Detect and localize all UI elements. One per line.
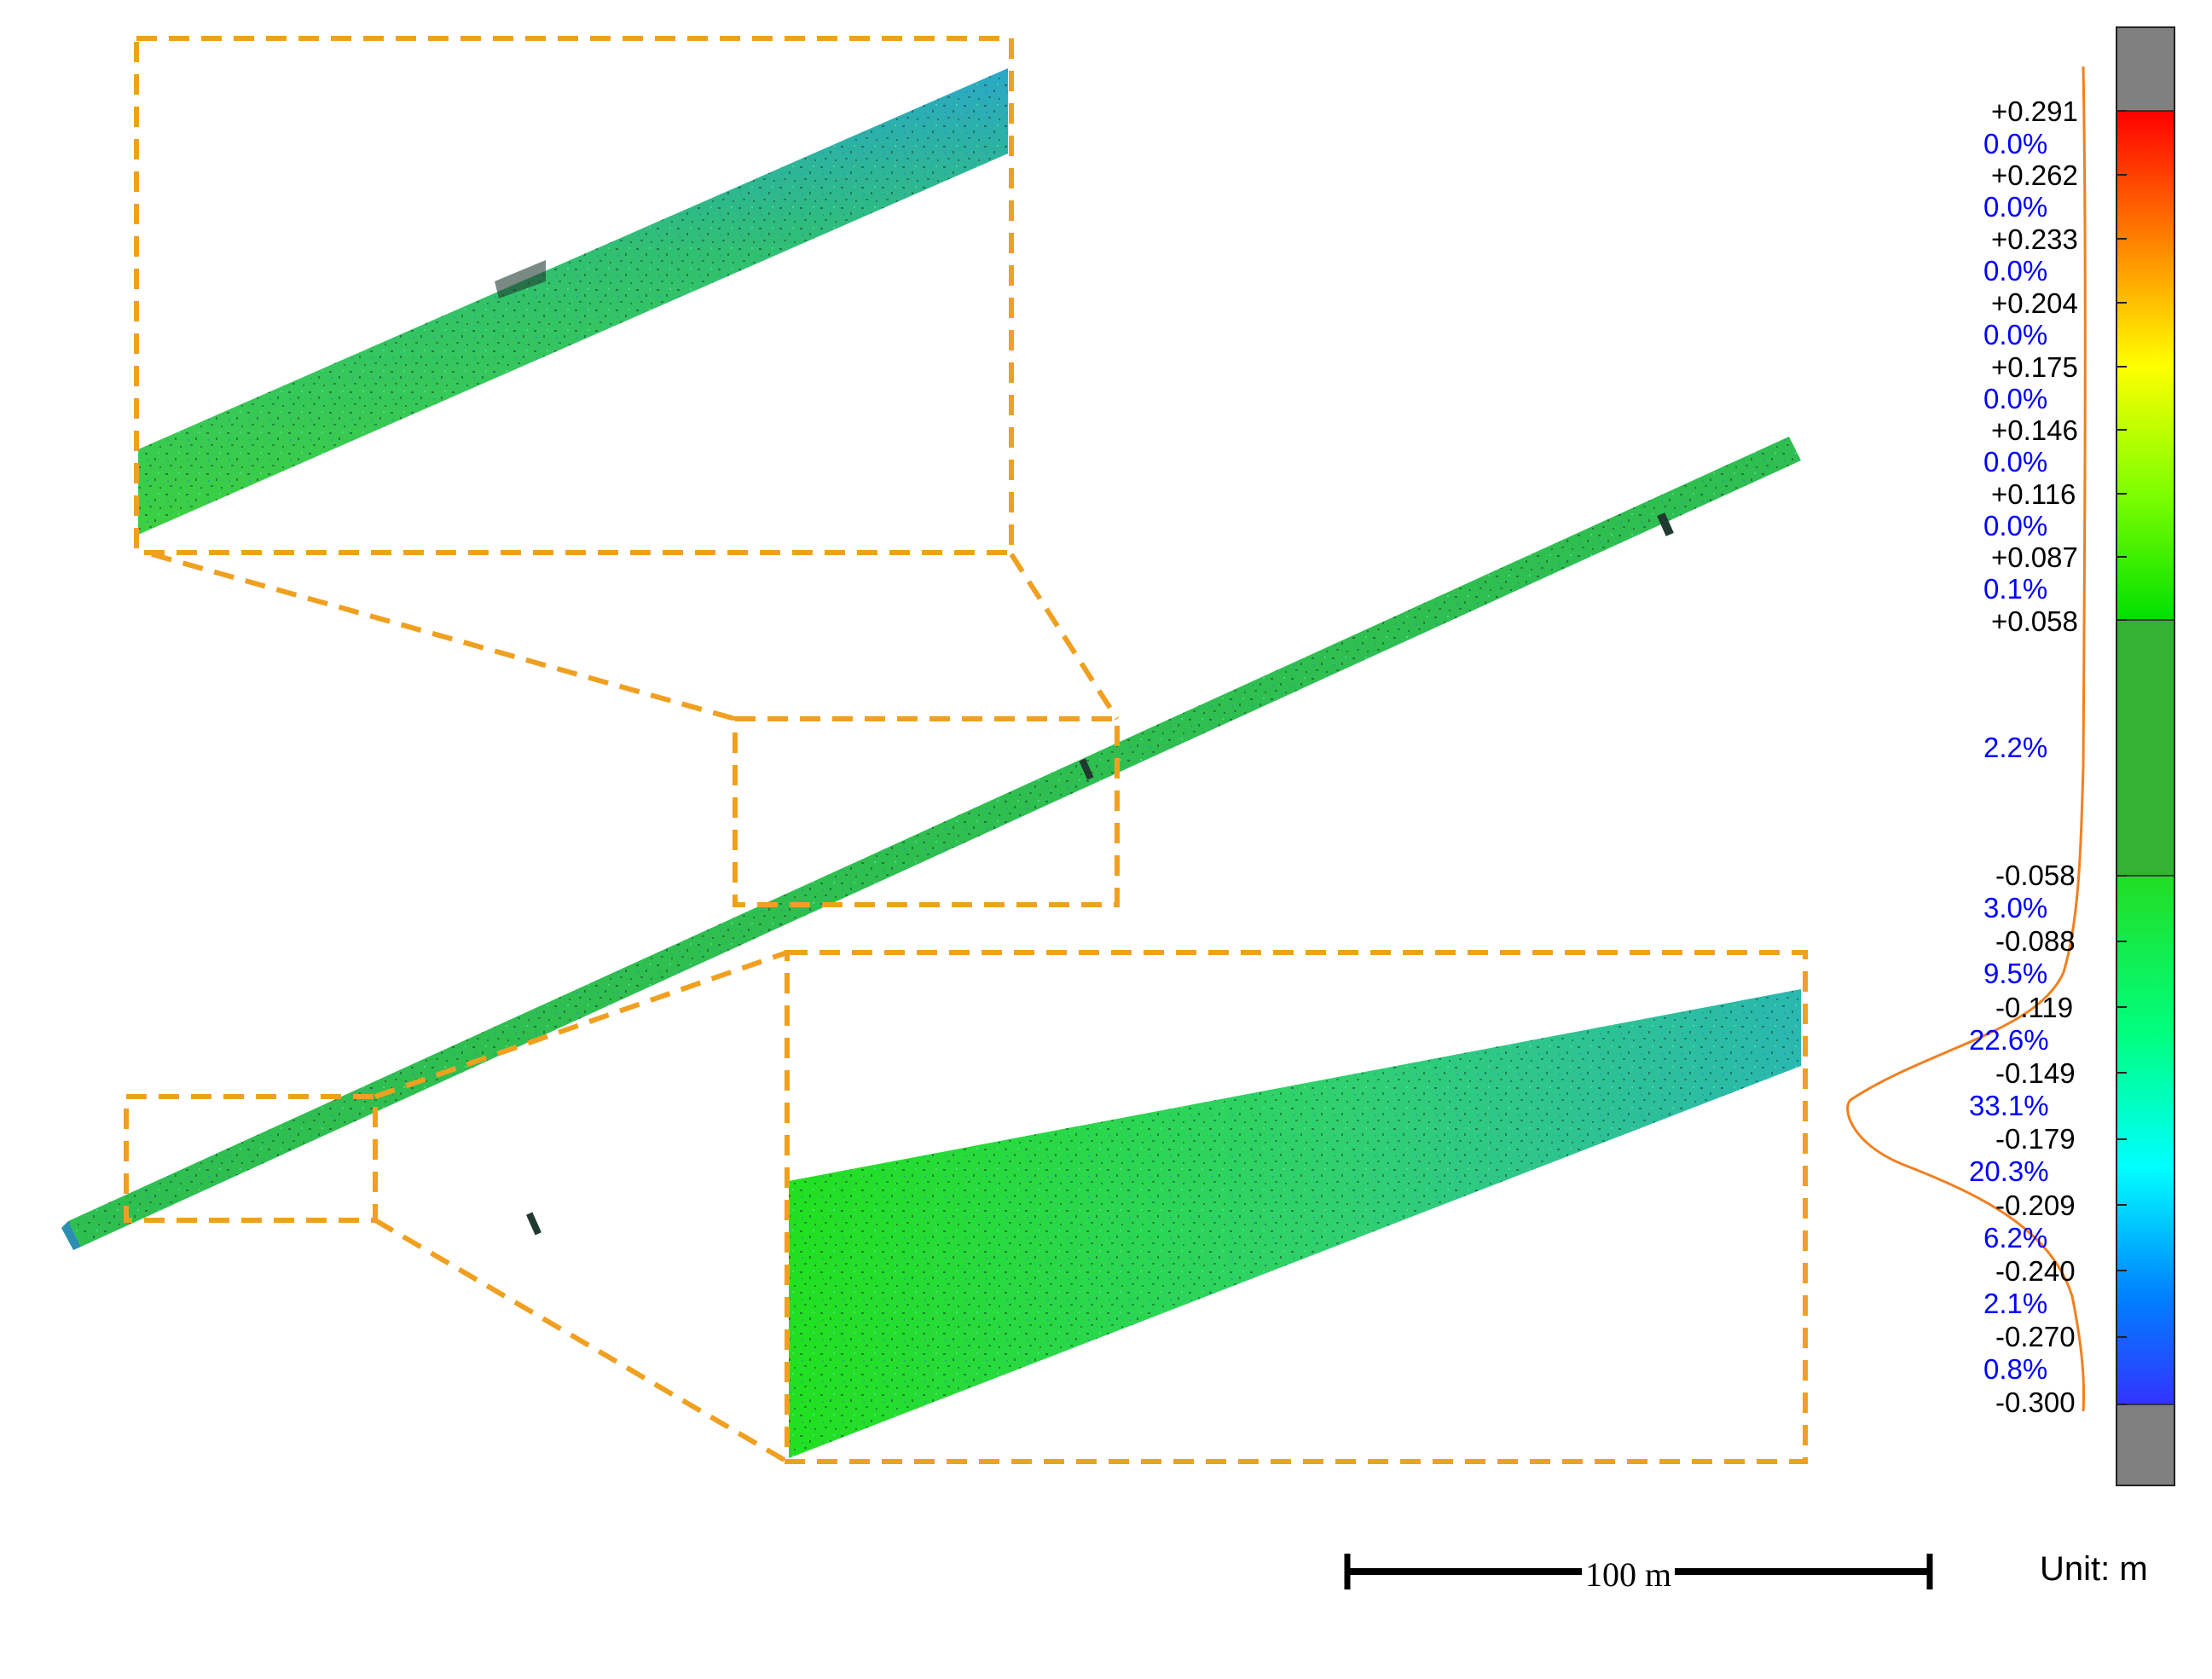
distribution-histogram-curve [1846, 66, 2087, 1412]
legend-value: -0.179 [1995, 1123, 2076, 1155]
legend-percentage: 0.0% [1983, 128, 2048, 159]
legend-value: +0.087 [1991, 541, 2078, 573]
legend-value: +0.291 [1991, 96, 2078, 127]
legend-value: -0.119 [1995, 992, 2074, 1023]
legend-percentage: 20.3% [1969, 1155, 2049, 1187]
zoom-inset-bottom [785, 950, 1808, 1464]
legend-percentage: 33.1% [1969, 1090, 2049, 1121]
legend-value: -0.300 [1995, 1387, 2076, 1418]
source-box-middle [733, 716, 1120, 907]
legend-percentage: 0.0% [1983, 446, 2048, 478]
legend-percentage: 0.0% [1983, 510, 2048, 541]
legend-value: -0.058 [1995, 860, 2076, 891]
legend-percentage: 0.1% [1983, 573, 2048, 605]
unit-label: Unit: m [2040, 1550, 2148, 1588]
legend-value: +0.175 [1991, 351, 2078, 383]
legend-value: +0.204 [1991, 287, 2078, 319]
legend-value: -0.149 [1995, 1057, 2076, 1089]
legend-percentage: 22.6% [1969, 1024, 2049, 1056]
legend-percentage: 9.5% [1983, 958, 2048, 989]
legend-percentage: 0.0% [1983, 191, 2048, 223]
legend-percentage: 0.8% [1983, 1353, 2048, 1385]
legend-percentage: 6.2% [1983, 1222, 2048, 1253]
legend-value: +0.146 [1991, 414, 2078, 446]
legend-percentage: 0.0% [1983, 383, 2048, 414]
zoom-connectors [151, 552, 1120, 1464]
legend-value: -0.209 [1995, 1190, 2076, 1221]
legend-value: +0.262 [1991, 159, 2078, 191]
legend-value: -0.270 [1995, 1321, 2076, 1352]
legend-percentage: 2.2% [1983, 732, 2048, 763]
legend-value: +0.233 [1991, 223, 2078, 255]
zoom-inset-top [134, 36, 1014, 555]
legend-value: -0.240 [1995, 1255, 2076, 1287]
source-box-left [124, 1094, 378, 1223]
legend-percentage: 0.0% [1983, 255, 2048, 287]
legend-percentage: 3.0% [1983, 892, 2048, 923]
legend-value: +0.058 [1991, 605, 2078, 637]
legend-value: -0.088 [1995, 925, 2076, 957]
main-pole [61, 437, 1801, 1250]
scale-bar-label: 100 m [1582, 1555, 1676, 1595]
legend-value: +0.116 [1991, 478, 2076, 510]
legend-percentage: 2.1% [1983, 1288, 2048, 1319]
color-scale-bar [2116, 26, 2175, 1486]
legend-percentage: 0.0% [1983, 319, 2048, 350]
